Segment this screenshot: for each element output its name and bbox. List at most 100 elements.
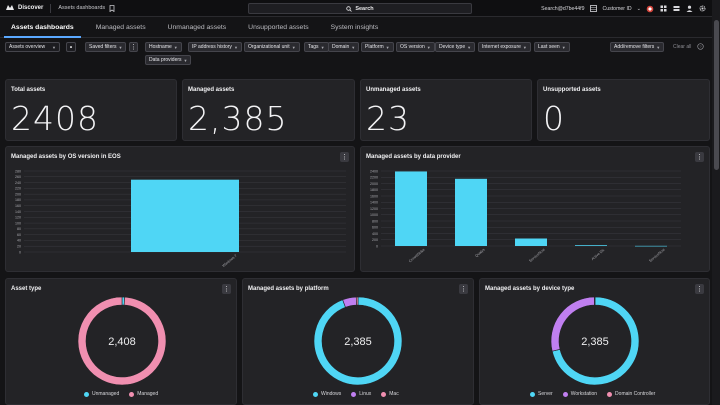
card-menu-button[interactable]: ⋮ <box>695 284 704 294</box>
add-remove-filters-button[interactable]: Add/remove filters ▼ <box>610 42 665 52</box>
donut-slice[interactable] <box>342 296 357 308</box>
card-menu-button[interactable]: ⋮ <box>695 152 704 162</box>
y-tick-label: 100 <box>15 221 21 225</box>
bar[interactable] <box>395 171 427 246</box>
filter-os-version[interactable]: OS version ▼ <box>396 42 435 52</box>
gear-icon[interactable] <box>698 5 706 13</box>
customer-id[interactable]: Customer ID <box>602 5 632 12</box>
chart-card-platform: Managed assets by platform ⋮ 2,385 Windo… <box>242 278 474 405</box>
legend-label: Server <box>538 391 553 397</box>
chevron-down-icon: ▼ <box>233 44 238 50</box>
more-filters-button[interactable]: ⋮ <box>129 42 138 52</box>
saved-filters-label: Saved filters <box>89 44 117 50</box>
y-tick-label: 1000 <box>370 213 378 217</box>
bar[interactable] <box>635 245 667 247</box>
scrollbar-thumb[interactable] <box>714 20 719 170</box>
user-icon[interactable] <box>685 5 693 13</box>
x-tick-label: Active Dir. <box>591 248 606 261</box>
page-scrollbar[interactable] <box>712 0 720 405</box>
filter-ip-address-history[interactable]: IP address history ▼ <box>188 42 242 52</box>
chevron-down-icon: ▼ <box>656 44 661 50</box>
grid-icon[interactable] <box>659 5 667 13</box>
saved-filters-dropdown[interactable]: Saved filters ▼ <box>85 42 127 52</box>
legend-item[interactable]: Linux <box>351 391 371 397</box>
tab-managed-assets[interactable]: Managed assets <box>95 23 146 31</box>
legend-label: Unmanaged <box>92 391 120 397</box>
notifications-icon[interactable] <box>672 5 680 13</box>
chevron-down-icon[interactable]: ⌄ <box>636 5 641 12</box>
bar[interactable] <box>455 178 487 246</box>
tab-unmanaged-assets[interactable]: Unmanaged assets <box>167 23 227 31</box>
y-tick-label: 1200 <box>370 207 378 211</box>
filter-domain[interactable]: Domain ▼ <box>328 42 360 52</box>
tab-unsupported-assets[interactable]: Unsupported assets <box>248 23 309 31</box>
bar[interactable] <box>575 245 607 246</box>
stat-value: 2408 <box>11 99 99 138</box>
stat-card-managed-assets: Managed assets 2,385 <box>182 79 355 141</box>
filter-hostname[interactable]: Hostname ▼ <box>145 42 182 52</box>
user-name[interactable]: Search@d7be44f9 <box>541 5 585 12</box>
tab-system-insights[interactable]: System insights <box>330 23 379 31</box>
legend-item[interactable]: Mac <box>381 391 399 397</box>
legend-label: Workstation <box>570 391 598 397</box>
card-menu-button[interactable]: ⋮ <box>340 152 349 162</box>
y-tick-label: 20 <box>17 245 21 249</box>
chart-title: Managed assets by OS version in EOS <box>11 154 121 160</box>
chevron-down-icon: ▼ <box>183 57 188 63</box>
donut-slice[interactable] <box>355 296 359 306</box>
app-name[interactable]: Discover <box>18 5 44 11</box>
filter-last-seen[interactable]: Last seen ▼ <box>534 42 570 52</box>
donut-slice[interactable] <box>77 296 167 386</box>
legend-item[interactable]: Workstation <box>562 391 598 397</box>
badge-icon[interactable] <box>646 5 654 13</box>
y-tick-label: 200 <box>372 238 378 242</box>
y-tick-label: 600 <box>372 226 378 230</box>
breadcrumb[interactable]: Assets dashboards <box>58 5 106 11</box>
donut-slice[interactable] <box>313 296 403 386</box>
filter-platform[interactable]: Platform ▼ <box>361 42 394 52</box>
top-bar: Discover Assets dashboards Search Search… <box>0 0 712 17</box>
divider <box>50 3 52 13</box>
y-tick-label: 260 <box>15 175 21 179</box>
device-type-donut-chart: 2,385 <box>550 296 640 386</box>
filter-tags[interactable]: Tags ▼ <box>304 42 329 52</box>
legend-item[interactable]: Windows <box>313 391 341 397</box>
table-icon[interactable] <box>590 5 598 13</box>
y-tick-label: 280 <box>15 169 21 173</box>
legend-item[interactable]: Server <box>530 391 553 397</box>
card-menu-button[interactable]: ⋮ <box>222 284 231 294</box>
tab-assets-dashboards[interactable]: Assets dashboards <box>0 17 85 38</box>
card-menu-button[interactable]: ⋮ <box>459 284 468 294</box>
legend-item[interactable]: Domain Controller <box>607 391 655 397</box>
bookmark-icon[interactable] <box>109 4 115 12</box>
card-title: Managed assets <box>188 87 235 93</box>
y-tick-label: 0 <box>19 250 21 254</box>
legend-item[interactable]: Managed <box>129 391 158 397</box>
clear-all-button[interactable]: Clear all <box>673 44 692 50</box>
chart-card-asset-type: Asset type ⋮ 2,408 Unmanaged Managed <box>5 278 237 405</box>
filter-internet-exposure[interactable]: Internet exposure ▼ <box>478 42 531 52</box>
filter-data-providers[interactable]: Data providers ▼ <box>145 55 192 65</box>
y-tick-label: 200 <box>15 192 21 196</box>
help-icon[interactable]: ? <box>697 43 704 50</box>
legend-item[interactable]: Unmanaged <box>84 391 119 397</box>
falcon-logo-icon[interactable] <box>5 4 15 12</box>
layout-button[interactable] <box>66 42 76 52</box>
bar[interactable] <box>131 179 239 252</box>
donut-slice[interactable] <box>594 296 596 306</box>
search-button[interactable]: Search <box>248 3 472 14</box>
y-tick-label: 140 <box>15 210 21 214</box>
chart-title: Managed assets by device type <box>485 286 575 292</box>
filter-label: Last seen <box>538 44 560 50</box>
chevron-down-icon: ▼ <box>291 44 296 50</box>
legend-label: Managed <box>137 391 159 397</box>
bar[interactable] <box>515 238 547 247</box>
filter-organizational-unit[interactable]: Organizational unit ▼ <box>244 42 300 52</box>
y-tick-label: 240 <box>15 181 21 185</box>
svg-text:?: ? <box>699 44 702 49</box>
chart-title: Managed assets by data provider <box>366 154 461 160</box>
view-select[interactable]: Assets overview ▼ <box>5 42 60 52</box>
filter-device-type[interactable]: Device type ▼ <box>435 42 476 52</box>
view-select-value: Assets overview <box>9 44 46 50</box>
